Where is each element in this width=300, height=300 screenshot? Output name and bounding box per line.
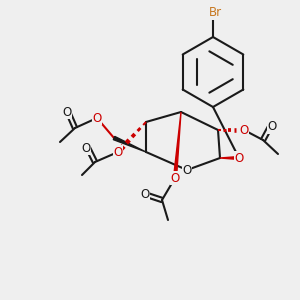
Text: Br: Br	[208, 7, 222, 20]
Polygon shape	[173, 112, 181, 178]
Text: O: O	[113, 146, 123, 158]
Text: O: O	[182, 164, 192, 176]
Text: O: O	[170, 172, 180, 184]
Text: O: O	[267, 121, 277, 134]
Text: O: O	[234, 152, 244, 164]
Polygon shape	[113, 136, 146, 152]
Text: O: O	[62, 106, 72, 118]
Text: O: O	[140, 188, 150, 202]
Polygon shape	[220, 157, 239, 160]
Text: O: O	[81, 142, 91, 154]
Text: O: O	[92, 112, 102, 124]
Text: O: O	[239, 124, 249, 136]
